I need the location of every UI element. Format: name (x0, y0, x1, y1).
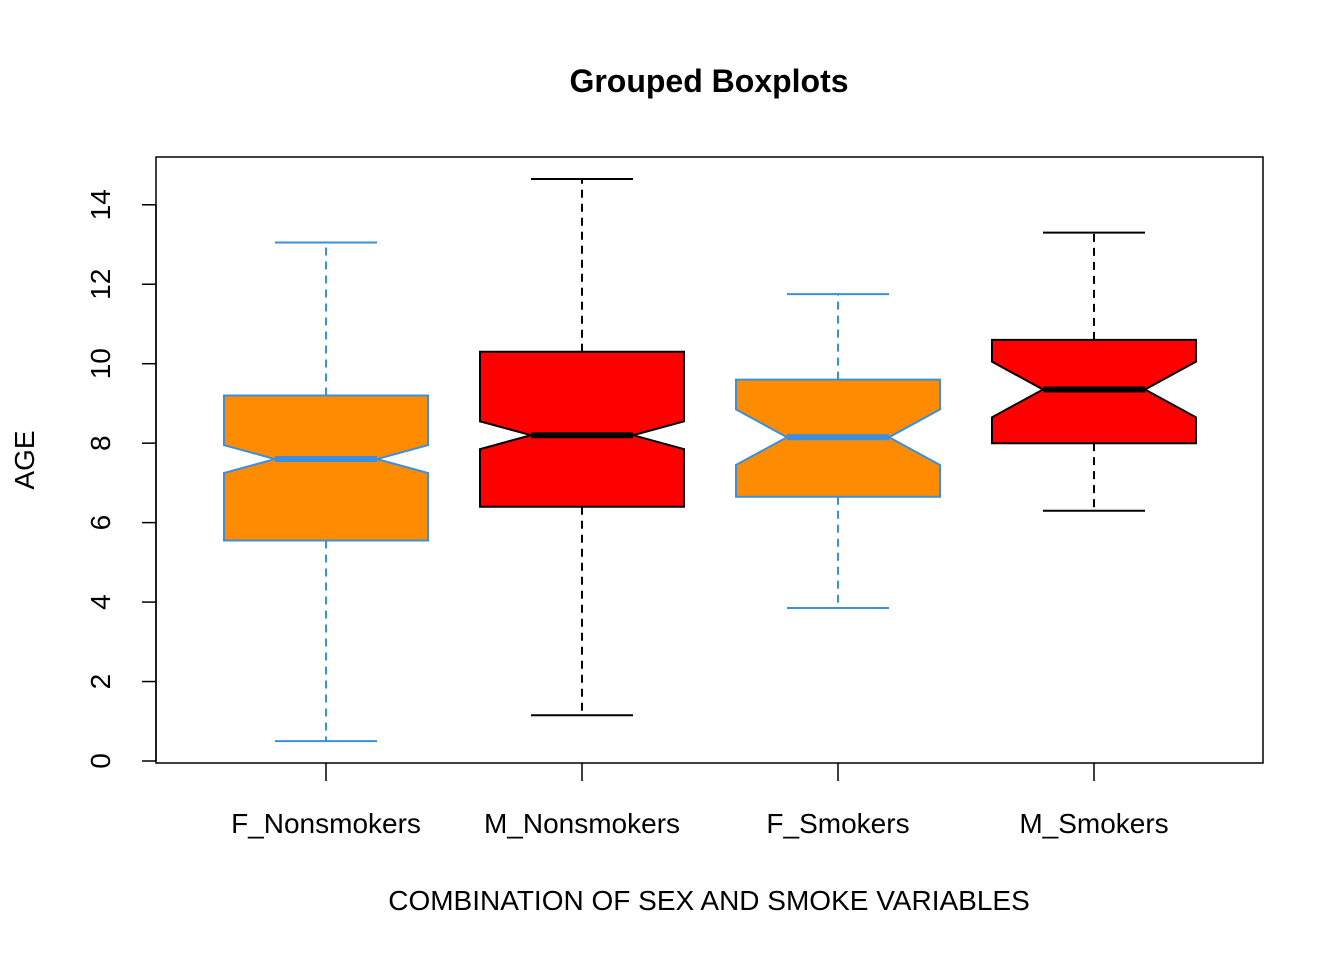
x-tick-label: M_Smokers (1019, 808, 1168, 839)
notched-box (223, 394, 429, 542)
y-axis: 0 2 4 6 8 10 12 14 (85, 189, 157, 769)
box-F_Smokers (735, 293, 941, 610)
boxes (223, 177, 1197, 743)
box-M_Smokers (991, 231, 1197, 512)
y-tick-label: 4 (85, 594, 116, 610)
y-tick-label: 6 (85, 515, 116, 531)
y-axis-title: AGE (9, 430, 40, 489)
y-tick-label: 2 (85, 674, 116, 690)
x-axis-title: COMBINATION OF SEX AND SMOKE VARIABLES (388, 885, 1030, 916)
y-tick-label: 8 (85, 435, 116, 451)
x-tick-label: F_Nonsmokers (231, 808, 421, 839)
box-F_Nonsmokers (223, 241, 429, 743)
y-tick-label: 0 (85, 753, 116, 769)
notched-box (479, 350, 685, 508)
y-tick-label: 12 (85, 269, 116, 300)
x-tick-label: F_Smokers (766, 808, 909, 839)
y-tick-label: 14 (85, 189, 116, 220)
x-tick-label: M_Nonsmokers (484, 808, 680, 839)
chart-title: Grouped Boxplots (569, 63, 848, 99)
y-tick-label: 10 (85, 348, 116, 379)
box-M_Nonsmokers (479, 177, 685, 717)
x-axis: F_Nonsmokers M_Nonsmokers F_Smokers M_Smoke… (231, 763, 1169, 839)
